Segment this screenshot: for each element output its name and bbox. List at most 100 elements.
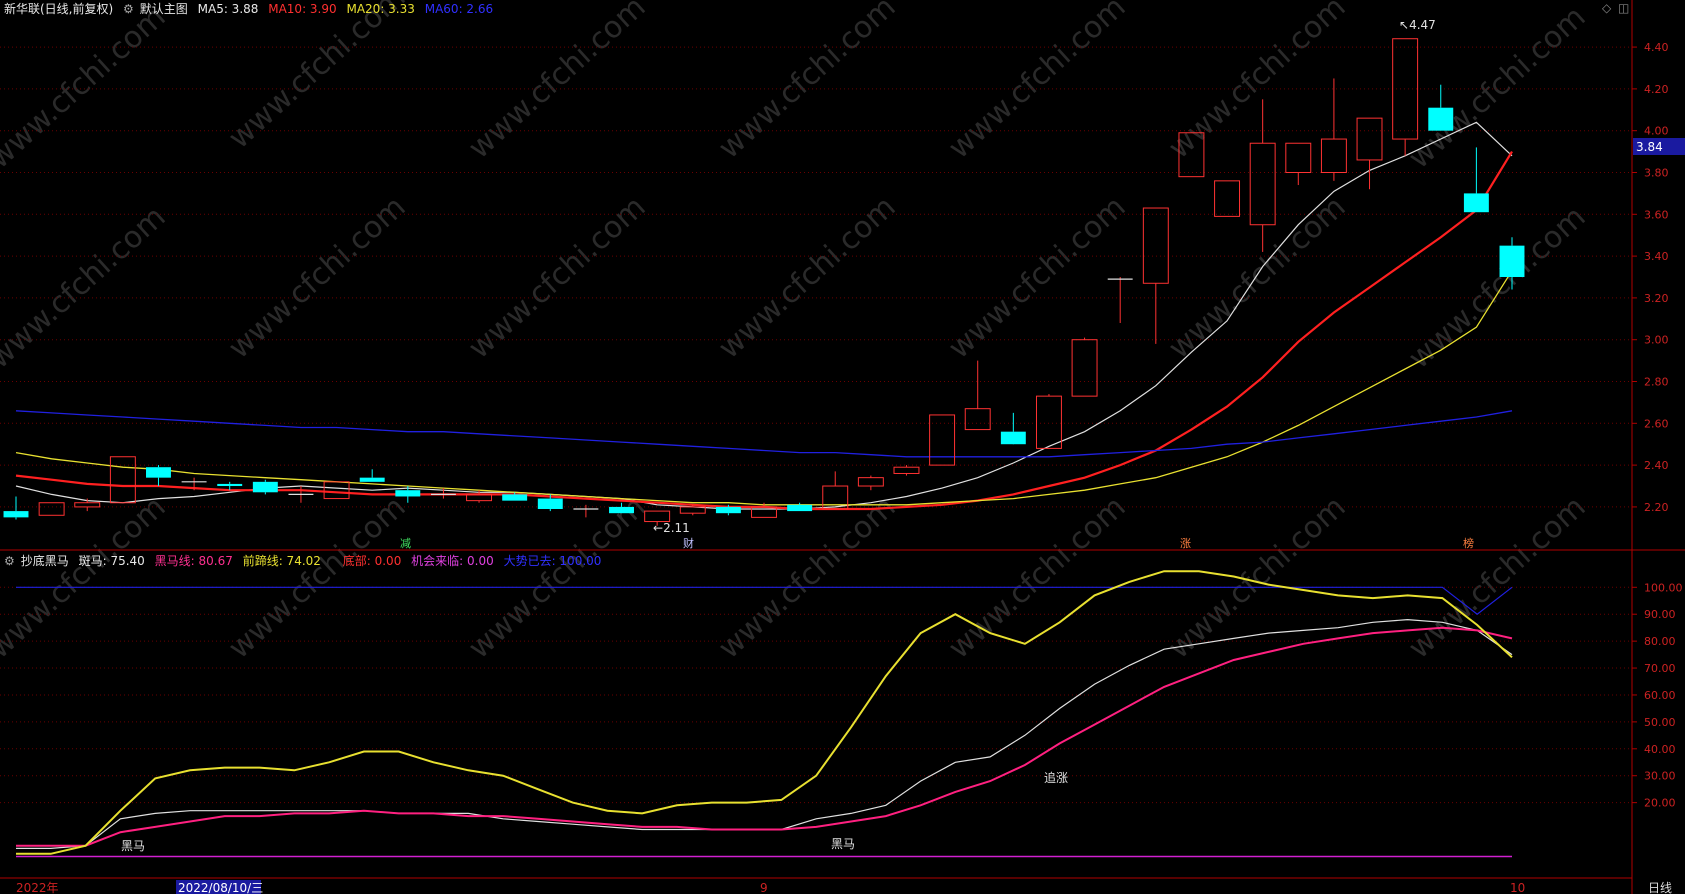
dashi-line[interactable] <box>16 586 1513 615</box>
candle[interactable] <box>1499 237 1525 290</box>
candle[interactable] <box>288 486 314 503</box>
watermark-text: www.cfchi.com <box>462 0 653 166</box>
date-cursor-text: 2022/08/10/三 <box>178 881 263 894</box>
candle[interactable] <box>893 465 920 476</box>
y-tick-label: 3.60 <box>1644 208 1669 221</box>
candle[interactable] <box>1320 78 1347 181</box>
period-label[interactable]: 日线 <box>1648 881 1672 894</box>
candle[interactable] <box>679 504 706 516</box>
qianti-line[interactable] <box>16 570 1513 855</box>
ma-line-ma60[interactable] <box>15 410 1513 458</box>
high-price-label: ↖4.47 <box>1399 18 1436 32</box>
y-tick-label: 3.40 <box>1644 250 1669 263</box>
xaxis-month-9: 9 <box>760 881 768 894</box>
watermark-text: www.cfchi.com <box>1162 0 1353 166</box>
candlesticks <box>3 38 1525 526</box>
watermark-text: www.cfchi.com <box>462 489 653 666</box>
candle[interactable] <box>252 479 278 495</box>
watermark-text: www.cfchi.com <box>0 199 172 376</box>
candle[interactable] <box>38 502 65 516</box>
candle[interactable] <box>1428 84 1454 131</box>
event-mark-cai[interactable]: 财 <box>683 536 694 550</box>
candle[interactable] <box>1214 180 1241 217</box>
xaxis-month-10: 10 <box>1510 881 1525 894</box>
y-tick-label: 3.00 <box>1644 334 1669 347</box>
candle[interactable] <box>1071 337 1098 397</box>
candle[interactable] <box>644 510 671 526</box>
candle[interactable] <box>573 504 599 518</box>
ma60-label: MA60: 2.66 <box>424 2 494 16</box>
ma10-label: MA10: 3.90 <box>268 2 337 16</box>
y-tick-label: 3.20 <box>1644 292 1669 305</box>
candle[interactable] <box>857 475 884 491</box>
candle[interactable] <box>609 502 634 514</box>
candle-body <box>964 408 991 431</box>
candle[interactable] <box>1142 207 1169 344</box>
candle[interactable] <box>466 490 493 503</box>
candle-body <box>609 506 634 514</box>
candle-body <box>217 483 243 487</box>
banma-value: 斑马: 75.40 <box>78 554 145 568</box>
watermark-text: www.cfchi.com <box>942 189 1133 366</box>
watermark-text: www.cfchi.com <box>462 189 653 366</box>
candle[interactable] <box>502 492 528 501</box>
indicator-tick-label: 40.00 <box>1644 743 1676 756</box>
candle-body <box>146 467 171 478</box>
indicator-tick-label: 90.00 <box>1644 608 1676 621</box>
candle[interactable] <box>3 496 29 520</box>
candle[interactable] <box>359 469 385 482</box>
candle[interactable] <box>715 504 741 516</box>
indicator-tick-label: 30.00 <box>1644 770 1676 783</box>
candle[interactable] <box>929 414 956 466</box>
current-price-text: 3.84 <box>1636 140 1663 154</box>
candle[interactable] <box>323 481 350 500</box>
diamond-icon[interactable]: ◇ <box>1602 1 1612 15</box>
candle[interactable] <box>1285 142 1312 186</box>
gear-icon[interactable]: ⚙ <box>4 554 15 568</box>
candle-body <box>1000 431 1026 445</box>
candle[interactable] <box>395 486 421 503</box>
candle-body <box>395 490 421 497</box>
candle[interactable] <box>1356 117 1383 190</box>
dibu-value: 底部: 0.00 <box>342 554 402 568</box>
heima-line[interactable] <box>16 626 1513 847</box>
panel-toggle-icon[interactable]: ◫ <box>1618 1 1629 15</box>
candle[interactable] <box>181 477 207 491</box>
candle[interactable] <box>1249 99 1276 252</box>
candle[interactable] <box>74 498 101 512</box>
candle[interactable] <box>430 488 456 499</box>
candle[interactable] <box>822 471 849 510</box>
candle[interactable] <box>146 465 171 487</box>
indicator-tick-label: 60.00 <box>1644 689 1676 702</box>
ma5-label: MA5: 3.88 <box>197 2 259 16</box>
event-mark-bang[interactable]: 榜 <box>1463 536 1474 550</box>
chart-name[interactable]: 默认主图 <box>139 2 188 16</box>
candle-body <box>109 456 136 504</box>
candle[interactable] <box>964 360 991 431</box>
candle[interactable] <box>1392 38 1419 156</box>
candle[interactable] <box>787 502 813 512</box>
candle[interactable] <box>537 494 563 512</box>
candle[interactable] <box>1000 412 1026 445</box>
candle[interactable] <box>1107 277 1133 323</box>
main-grid <box>0 46 1632 508</box>
gear-icon[interactable]: ⚙ <box>123 2 134 16</box>
candle[interactable] <box>751 502 777 518</box>
watermark-text: www.cfchi.com <box>1402 199 1593 376</box>
indicator-tick-label: 80.00 <box>1644 635 1676 648</box>
candle-body <box>1463 193 1489 213</box>
candle-body <box>323 481 350 500</box>
candle[interactable] <box>1035 394 1062 449</box>
candle-body <box>893 466 920 474</box>
indicator-name[interactable]: 抄底黑马 <box>20 554 69 568</box>
candle[interactable] <box>1178 132 1205 178</box>
candle[interactable] <box>109 456 136 504</box>
candle-body <box>252 481 278 493</box>
event-mark-jian[interactable]: 减 <box>400 537 411 550</box>
candle-body <box>1142 207 1169 284</box>
event-mark-zhang[interactable]: 涨 <box>1180 537 1191 550</box>
candle[interactable] <box>1463 147 1489 213</box>
candle[interactable] <box>217 481 243 491</box>
stock-title[interactable]: 新华联(日线,前复权) <box>4 2 114 16</box>
